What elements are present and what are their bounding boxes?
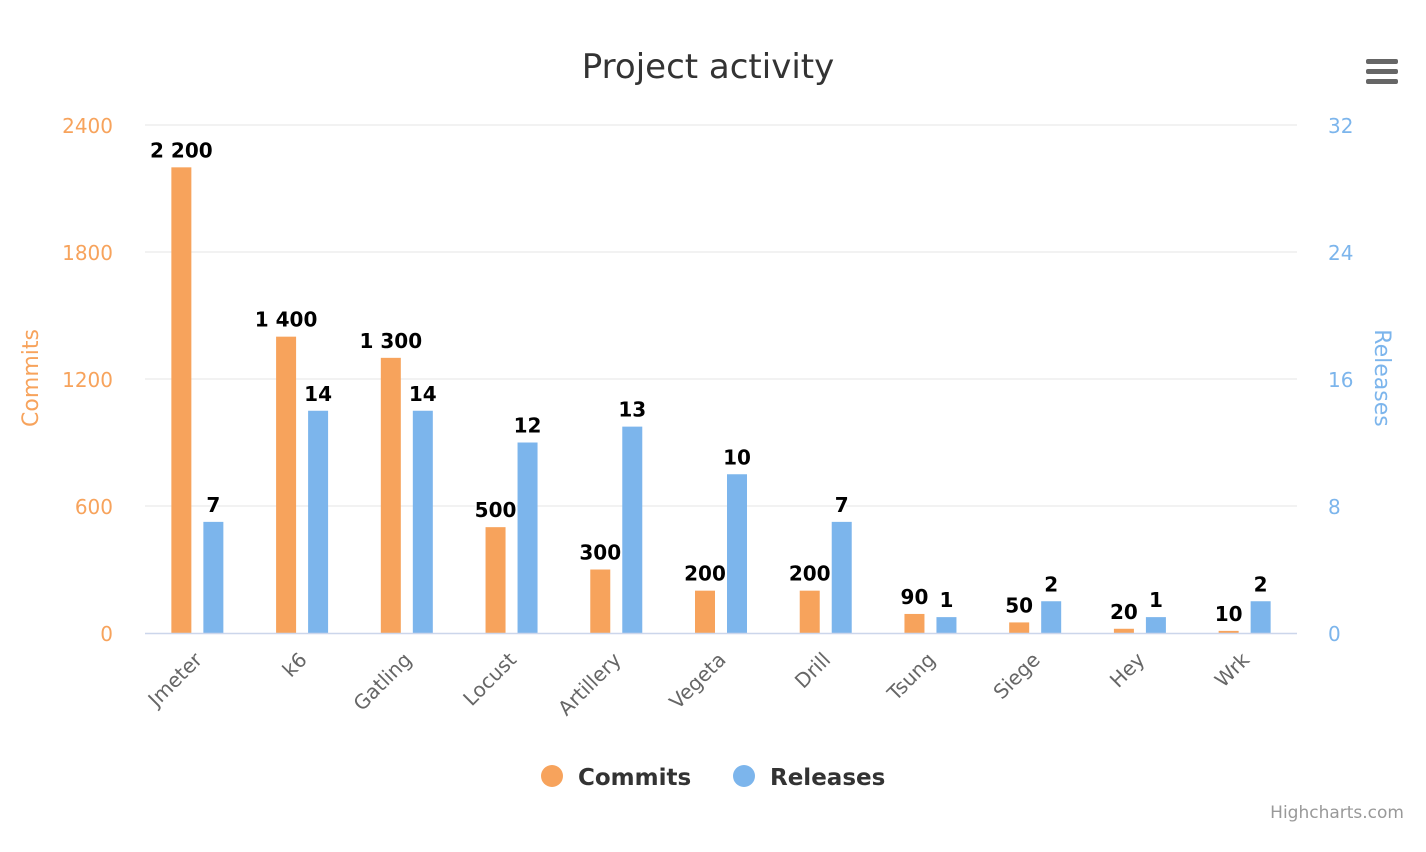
x-tick-label: Drill [790,648,835,693]
x-axis: Jmeter k6 Gatling Locust Artillery Vegeta Dril… [142,632,1297,720]
x-tick-label: Siege [988,648,1044,704]
data-label-commits-wrk: 10 [1215,602,1243,626]
bar-releases-jmeter[interactable] [203,521,224,633]
bar-commits-siege[interactable] [1009,622,1030,633]
bar-commits-locust[interactable] [485,527,506,633]
hamburger-menu-icon [1366,69,1398,74]
data-label-commits-vegeta: 200 [684,562,726,586]
chart-menu-button[interactable] [1358,52,1406,92]
bar-commits-tsung[interactable] [904,613,925,633]
legend-item-commits[interactable]: Commits [541,765,691,791]
bar-commits-jmeter[interactable] [171,167,192,634]
left-y-axis: Commits 0 600 1200 1800 2400 [19,114,113,646]
bar-commits-vegeta[interactable] [695,590,715,633]
hamburger-menu-icon [1366,79,1398,84]
legend-label-commits: Commits [578,765,691,791]
bar-releases-locust[interactable] [517,442,538,634]
right-tick-label: 24 [1328,241,1353,265]
bar-commits-gatling[interactable] [380,357,401,633]
x-tick-label: Hey [1105,647,1150,692]
x-tick-label: Tsung [882,648,940,706]
data-label-commits-k6: 1 400 [255,308,318,332]
left-tick-label: 2400 [62,114,113,138]
data-label-releases-locust: 12 [514,414,542,438]
left-tick-label: 0 [100,622,113,646]
legend-item-releases[interactable]: Releases [733,765,885,791]
left-axis-title: Commits [19,329,44,427]
bar-releases-gatling[interactable] [412,410,433,633]
data-label-commits-gatling: 1 300 [359,329,422,353]
legend-label-releases: Releases [770,765,885,791]
bar-releases-artillery[interactable] [622,426,643,633]
bar-releases-tsung[interactable] [936,617,957,633]
data-label-releases-vegeta: 10 [723,445,751,469]
x-tick-label: Artillery [553,647,626,720]
data-label-commits-artillery: 300 [579,541,621,565]
data-label-releases-jmeter: 7 [206,493,220,517]
data-label-releases-gatling: 14 [409,382,437,406]
data-label-commits-hey: 20 [1110,600,1138,624]
chart-title: Project activity [582,47,834,87]
bar-commits-drill[interactable] [799,590,820,633]
right-tick-label: 16 [1328,368,1353,392]
data-label-commits-tsung: 90 [901,585,929,609]
x-tick-label: Locust [458,647,521,710]
legend-marker-commits [541,765,563,787]
data-label-commits-siege: 50 [1005,593,1033,617]
left-tick-label: 1800 [62,241,113,265]
bar-releases-siege[interactable] [1041,601,1062,633]
data-label-releases-wrk: 2 [1254,572,1268,596]
right-tick-label: 8 [1328,495,1341,519]
left-tick-label: 600 [75,495,113,519]
data-label-releases-tsung: 1 [939,588,953,612]
data-label-releases-k6: 14 [304,382,332,406]
data-label-commits-jmeter: 2 200 [150,138,213,162]
bar-releases-drill[interactable] [831,521,852,633]
x-tick-label: k6 [277,648,311,682]
right-y-axis: Releases 0 8 16 24 32 [1328,114,1394,646]
x-tick-label: Gatling [348,648,416,716]
bar-releases-wrk[interactable] [1250,601,1271,633]
bar-commits-artillery[interactable] [590,569,611,634]
bar-commits-wrk[interactable] [1218,630,1239,633]
data-label-releases-drill: 7 [835,493,849,517]
right-tick-label: 0 [1328,622,1341,646]
legend-marker-releases [733,765,755,787]
bar-commits-k6[interactable] [276,336,297,633]
bar-releases-k6[interactable] [308,410,329,633]
bar-commits-hey[interactable] [1113,628,1134,633]
hamburger-menu-icon [1366,59,1398,64]
data-label-releases-siege: 2 [1044,572,1058,596]
data-label-releases-hey: 1 [1149,588,1163,612]
right-axis-title: Releases [1369,329,1394,426]
x-tick-label: Vegeta [664,648,730,714]
legend: Commits Releases [541,765,885,791]
data-label-releases-artillery: 13 [618,398,646,422]
x-tick-label: Jmeter [142,647,208,713]
credits-link[interactable]: Highcharts.com [1270,803,1404,823]
left-tick-label: 1200 [62,368,113,392]
x-tick-label: Wrk [1210,647,1255,692]
bar-releases-vegeta[interactable] [727,474,747,633]
right-tick-label: 32 [1328,114,1353,138]
bar-releases-hey[interactable] [1145,617,1166,633]
grid-lines [145,124,1297,507]
bars [171,167,1271,634]
data-label-commits-locust: 500 [475,498,517,522]
data-label-commits-drill: 200 [789,562,831,586]
